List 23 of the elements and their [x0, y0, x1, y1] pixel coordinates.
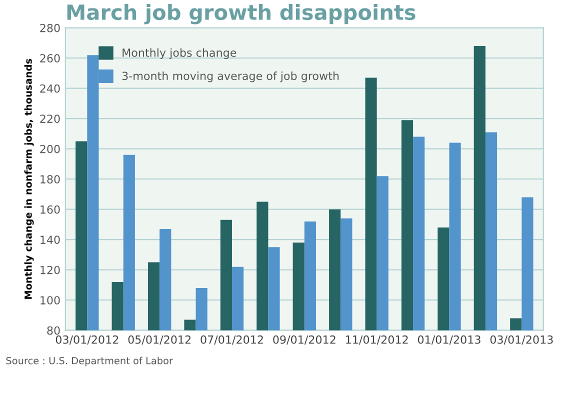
- y-axis-title: Monthly change in nonfarm jobs, thousands: [24, 58, 34, 299]
- y-tick-label: 280: [40, 24, 60, 32]
- source-note: Source : U.S. Department of Labor: [6, 356, 173, 366]
- x-tick-label: 05/01/2012: [128, 335, 190, 345]
- legend-label: 3-month moving average of job growth: [122, 71, 339, 82]
- x-tick-label: 01/01/2013: [418, 335, 480, 345]
- y-tick-label: 160: [40, 205, 60, 214]
- y-tick-label: 120: [40, 266, 60, 274]
- y-tick-label: 140: [40, 236, 60, 244]
- y-tick-label: 100: [40, 296, 60, 304]
- x-tick-label: 11/01/2012: [346, 335, 408, 345]
- legend-label: Monthly jobs change: [122, 48, 236, 60]
- x-tick-label: 07/01/2012: [200, 335, 263, 345]
- x-tick-label: 03/01/2013: [490, 335, 553, 345]
- y-tick-label: 80: [47, 326, 60, 335]
- y-tick-label: 180: [40, 175, 60, 184]
- x-tick-label: 09/01/2012: [273, 335, 336, 345]
- x-tick-label: 03/01/2012: [56, 335, 118, 345]
- y-tick-label: 240: [40, 84, 60, 93]
- y-tick-label: 220: [40, 114, 60, 123]
- y-tick-label: 260: [40, 54, 60, 62]
- y-tick-label: 200: [40, 144, 60, 154]
- chart-title: March job growth disappoints: [67, 4, 416, 24]
